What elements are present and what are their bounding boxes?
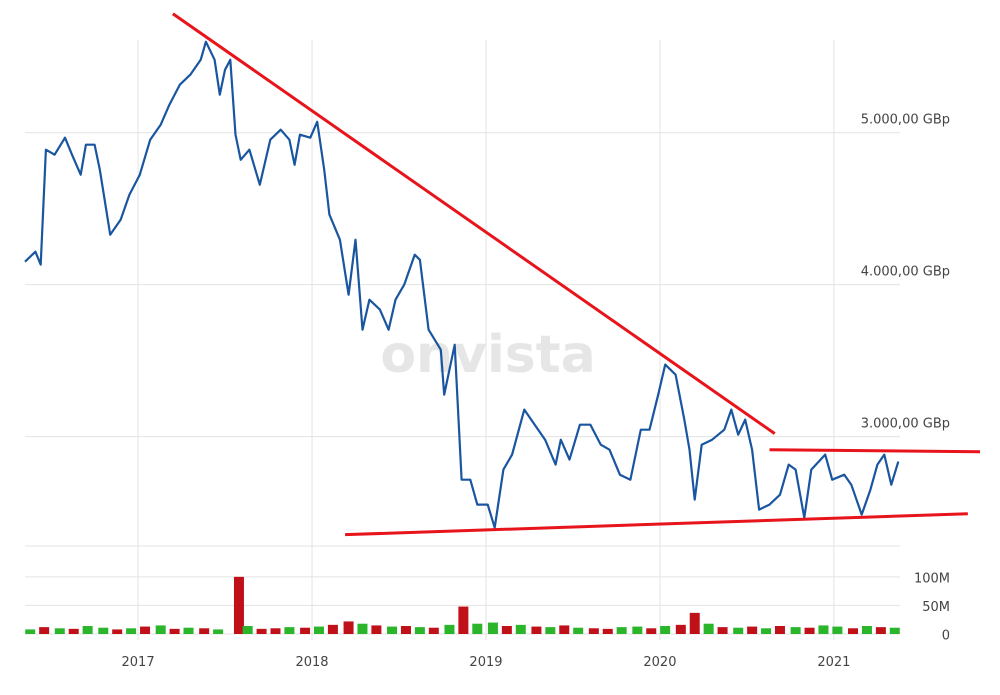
y-tick-label: 50M	[922, 600, 950, 615]
volume-bar	[733, 627, 744, 634]
volume-bar	[270, 628, 281, 634]
volume-bar	[284, 627, 295, 634]
volume-bar	[199, 628, 210, 634]
volume-bar	[790, 627, 801, 634]
volume-bar	[428, 627, 439, 634]
volume-bar	[414, 627, 425, 634]
volume-bar	[300, 627, 311, 634]
volume-bar	[54, 628, 65, 634]
volume-bar	[689, 612, 700, 634]
volume-bar	[717, 627, 728, 634]
y-tick-label: 3.000,00 GBp	[861, 417, 950, 432]
volume-bar	[343, 621, 354, 634]
volume-bar	[371, 625, 382, 634]
volume-bar	[213, 629, 224, 634]
trend-line	[172, 12, 776, 435]
volume-bar	[387, 626, 398, 634]
volume-bar	[632, 626, 643, 634]
y-tick-label: 0	[942, 629, 950, 644]
volume-bar	[501, 626, 512, 634]
volume-bar	[39, 627, 50, 634]
volume-bar	[573, 627, 584, 634]
trend-line	[345, 512, 968, 537]
volume-bar	[126, 628, 137, 634]
y-tick-label: 100M	[914, 571, 950, 586]
x-tick-label: 2019	[469, 655, 502, 670]
volume-bar	[588, 628, 599, 634]
volume-bar	[487, 622, 498, 634]
volume-bar	[155, 625, 166, 634]
volume-bar	[82, 626, 93, 634]
volume-bar	[832, 626, 843, 634]
volume-bar	[861, 626, 872, 634]
volume-bar	[242, 626, 253, 634]
volume-bar	[660, 626, 671, 634]
y-tick-label: 5.000,00 GBp	[861, 113, 950, 128]
volume-bar	[545, 627, 556, 634]
volume-bar	[400, 626, 411, 634]
volume-bar	[444, 624, 455, 634]
watermark: onvista	[380, 325, 595, 385]
volume-bar	[804, 627, 815, 634]
volume-bar	[515, 624, 526, 634]
volume-bar	[256, 628, 267, 634]
volume-bar	[313, 626, 324, 634]
volume-bar	[559, 625, 570, 634]
volume-bar	[183, 627, 194, 634]
volume-bar	[616, 627, 627, 634]
price-line	[24, 40, 900, 529]
volume-bar	[531, 626, 542, 634]
volume-bar	[472, 623, 483, 634]
x-tick-label: 2017	[122, 655, 155, 670]
volume-bar	[761, 628, 772, 634]
x-tick-label: 2021	[817, 655, 850, 670]
volume-bar	[703, 623, 714, 634]
x-tick-label: 2018	[295, 655, 328, 670]
volume-bar	[774, 626, 785, 634]
trend-line	[769, 448, 981, 454]
volume-bar	[140, 626, 151, 634]
volume-bar	[602, 628, 613, 634]
volume-bar	[233, 576, 244, 634]
volume-bar	[327, 624, 338, 634]
volume-bar	[357, 623, 368, 634]
volume-bar	[818, 625, 829, 634]
volume-bar	[646, 628, 657, 634]
y-tick-label: 4.000,00 GBp	[861, 265, 950, 280]
x-tick-label: 2020	[643, 655, 676, 670]
volume-bar	[889, 627, 900, 634]
volume-bar	[98, 627, 109, 634]
volume-bar	[25, 629, 36, 634]
volume-bar	[747, 626, 758, 634]
volume-bar	[68, 628, 79, 634]
volume-bar	[848, 628, 859, 634]
volume-bar	[875, 627, 886, 634]
volume-bar	[675, 624, 686, 634]
volume-bar	[458, 606, 469, 634]
volume-bar	[169, 628, 180, 634]
volume-bar	[112, 629, 123, 634]
